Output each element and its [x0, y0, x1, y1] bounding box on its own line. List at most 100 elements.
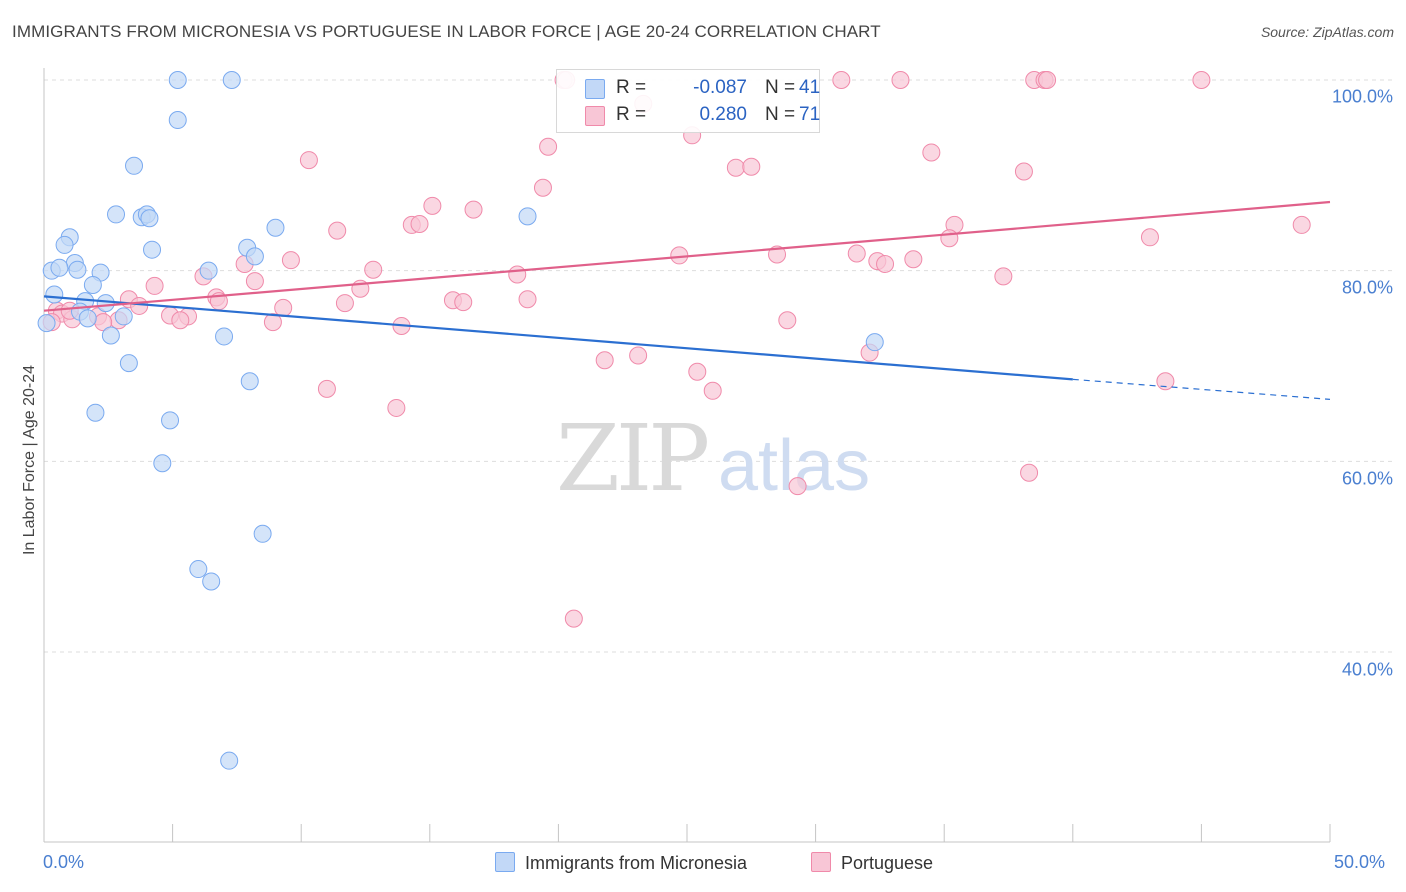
micronesia-point — [119, 354, 138, 373]
portuguese-point — [564, 609, 583, 628]
portuguese-point — [464, 200, 483, 219]
series-name-portuguese: Portuguese — [841, 853, 934, 873]
portuguese-point — [454, 293, 473, 312]
portuguese-point — [847, 244, 866, 263]
x-tick-label-max: 50.0% — [1334, 852, 1386, 872]
legend-r-value: -0.087 — [693, 77, 747, 98]
series-swatch-micronesia — [495, 852, 515, 872]
legend-swatch-portuguese — [585, 106, 605, 126]
portuguese-point — [539, 137, 558, 156]
micronesia-point — [96, 294, 115, 313]
portuguese-point — [263, 313, 282, 332]
axes — [43, 68, 1331, 843]
micronesia-point — [245, 247, 264, 266]
micronesia-point — [865, 333, 884, 352]
portuguese-point — [533, 178, 552, 197]
portuguese-point — [299, 151, 318, 170]
portuguese-point — [508, 265, 527, 284]
portuguese-point — [994, 267, 1013, 286]
legend-r-label: R = — [616, 77, 647, 98]
micronesia-point — [199, 261, 218, 280]
legend-r-label: R = — [616, 104, 647, 125]
micronesia-point — [86, 403, 105, 422]
y-tick-label-80: 80.0% — [1341, 277, 1393, 298]
grid-lines — [44, 79, 1392, 653]
series-legend-portuguese: Portuguese — [811, 852, 933, 874]
source-label: Source: ZipAtlas.com — [1260, 24, 1394, 40]
micronesia-point — [140, 209, 159, 228]
micronesia-point — [45, 285, 64, 304]
micronesia-point — [50, 258, 69, 277]
portuguese-point — [726, 158, 745, 177]
portuguese-point — [742, 157, 761, 176]
portuguese-point — [317, 379, 336, 398]
portuguese-point — [245, 272, 264, 291]
micronesia-point — [55, 235, 74, 254]
micronesia-point — [114, 307, 133, 326]
watermark: ZIP atlas — [556, 405, 870, 512]
portuguese-point — [940, 229, 959, 248]
portuguese-point — [1014, 162, 1033, 181]
legend-r-value: 0.280 — [699, 104, 747, 125]
portuguese-point — [328, 221, 347, 240]
portuguese-points — [42, 71, 1311, 628]
portuguese-point — [171, 311, 190, 330]
portuguese-point — [410, 214, 429, 233]
micronesia-point — [220, 751, 239, 770]
micronesia-point — [253, 524, 272, 543]
micronesia-point — [240, 372, 259, 391]
micronesia-point — [168, 71, 187, 89]
micronesia-point — [143, 240, 162, 259]
micronesia-trend-line-extension — [1072, 378, 1331, 400]
legend-swatch-micronesia — [585, 79, 605, 99]
micronesia-point — [202, 572, 221, 591]
portuguese-trend-line — [43, 200, 1331, 312]
portuguese-point — [891, 71, 910, 89]
series-legend-micronesia: Immigrants from Micronesia — [495, 852, 747, 874]
trend-lines — [43, 200, 1331, 400]
micronesia-point — [153, 454, 172, 473]
portuguese-point — [876, 254, 895, 273]
portuguese-point — [788, 477, 807, 496]
micronesia-point — [161, 411, 180, 430]
micronesia-point — [222, 71, 241, 89]
series-swatch-portuguese — [811, 852, 831, 872]
portuguese-point — [629, 346, 648, 365]
legend-n-label: N = — [765, 104, 796, 125]
micronesia-point — [68, 260, 87, 279]
portuguese-point — [688, 362, 707, 381]
portuguese-point — [595, 351, 614, 370]
portuguese-point — [130, 296, 149, 315]
svg-text:ZIP: ZIP — [556, 405, 707, 512]
y-tick-label-100: 100.0% — [1331, 86, 1393, 107]
x-tick-label-min: 0.0% — [43, 852, 85, 872]
portuguese-point — [281, 251, 300, 270]
micronesia-point — [78, 309, 97, 328]
portuguese-point — [1038, 71, 1057, 89]
portuguese-point — [1156, 372, 1175, 391]
micronesia-point — [37, 314, 56, 333]
micronesia-point — [107, 205, 126, 224]
micronesia-point — [83, 275, 102, 294]
portuguese-point — [832, 71, 851, 89]
micronesia-point — [189, 560, 208, 579]
portuguese-point — [387, 398, 406, 417]
micronesia-points — [37, 71, 884, 770]
portuguese-point — [904, 250, 923, 269]
y-tick-label-40: 40.0% — [1341, 659, 1393, 680]
portuguese-point — [1192, 71, 1211, 89]
chart-title: IMMIGRANTS FROM MICRONESIA VS PORTUGUESE… — [12, 22, 881, 41]
portuguese-point — [518, 290, 537, 309]
portuguese-point — [423, 196, 442, 215]
x-tick-marks — [43, 824, 1331, 842]
portuguese-point — [703, 381, 722, 400]
correlation-legend: R = -0.087 N = 41 R = 0.280 N = 71 — [556, 69, 820, 133]
portuguese-point — [1292, 215, 1311, 234]
y-tick-label-60: 60.0% — [1341, 468, 1393, 489]
portuguese-point — [922, 143, 941, 162]
portuguese-point — [364, 260, 383, 279]
portuguese-point — [1140, 228, 1159, 247]
portuguese-point — [274, 298, 293, 317]
legend-n-label: N = — [765, 77, 796, 98]
micronesia-point — [518, 207, 537, 226]
